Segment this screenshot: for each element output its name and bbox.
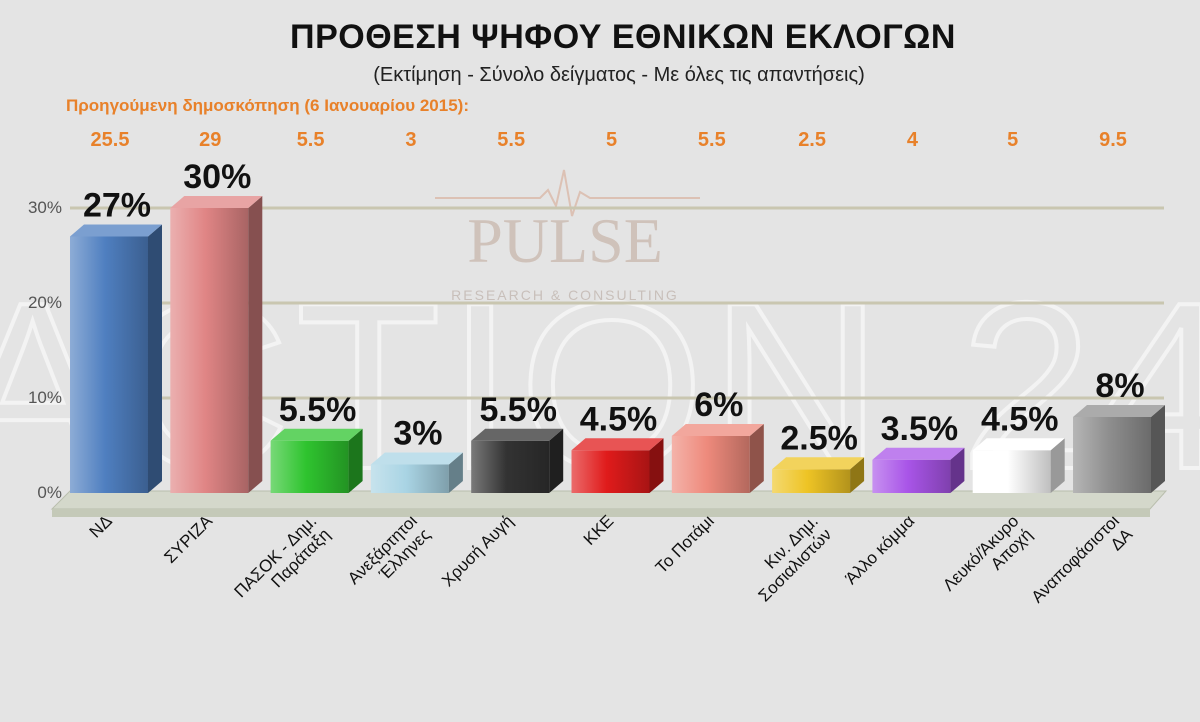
bar-top — [170, 196, 263, 208]
category-label: Το Ποτάμι — [652, 511, 718, 577]
value-label: 5.5% — [279, 391, 357, 429]
category-label: ΑνεξάρτητοιΈλληνες — [344, 511, 434, 601]
bar-top — [772, 457, 865, 470]
bar-side — [850, 457, 865, 493]
y-tick-label: 20% — [28, 293, 62, 312]
value-label: 4.5% — [580, 400, 658, 438]
chart-title: ΠΡΟΘΕΣΗ ΨΗΦΟΥ ΕΘΝΙΚΩΝ ΕΚΛΟΓΩΝ — [290, 18, 956, 56]
bar-front — [370, 464, 449, 493]
bars — [70, 196, 1165, 493]
watermark-brand: PULSE — [467, 205, 663, 276]
previous-value: 25.5 — [91, 129, 130, 151]
previous-values: 25.5 29 5.5 3 5.5 5 5.5 2.5 4 5 9.5 — [91, 129, 1127, 151]
watermark-pulse-line — [435, 169, 700, 217]
bar-side — [248, 196, 263, 493]
bar-side — [749, 424, 764, 493]
bar-front — [170, 208, 249, 493]
previous-poll-label: Προηγούμενη δημοσκόπηση (6 Ιανουαρίου 20… — [66, 96, 469, 115]
value-label: 4.5% — [981, 400, 1059, 438]
bar-top — [270, 428, 363, 441]
category-label: ΣΥΡΙΖΑ — [161, 511, 217, 567]
bar-top — [571, 438, 664, 451]
value-labels: 27% 30% 5.5% 3% 5.5% 4.5% 6% 2.5% 3.5% 4.5% 8% — [83, 158, 1145, 457]
y-tick-label: 30% — [28, 198, 62, 217]
previous-value: 5.5 — [497, 129, 525, 151]
watermark-tagline: RESEARCH & CONSULTING — [451, 287, 679, 303]
previous-value: 5.5 — [698, 129, 726, 151]
previous-value: 5 — [1007, 129, 1018, 151]
bar-top — [671, 424, 764, 436]
category-label: ΠΑΣΟΚ - Δημ.Παράταξη — [230, 511, 333, 614]
bar-top — [471, 428, 564, 441]
bar-front — [671, 436, 750, 493]
bar-side — [448, 452, 463, 493]
bar-top — [972, 438, 1065, 451]
y-axis: 0% 10% 20% 30% — [28, 198, 62, 502]
bar-top — [1073, 405, 1165, 417]
y-tick-label: 10% — [28, 388, 62, 407]
bar-side — [348, 428, 363, 493]
floor-top — [50, 490, 1168, 510]
value-label: 5.5% — [479, 391, 557, 429]
category-label: Λευκό/ΆκυροΑποχή — [939, 511, 1036, 608]
category-label: Χρυσή Αυγή — [438, 511, 517, 590]
previous-value: 9.5 — [1099, 129, 1127, 151]
value-label: 8% — [1095, 367, 1144, 405]
value-label: 2.5% — [780, 419, 858, 457]
bar-top — [872, 447, 965, 460]
value-label: 3.5% — [881, 410, 959, 448]
category-label: Κιν. Δημ.Σοσιαλιστών — [741, 511, 835, 605]
previous-value: 4 — [907, 129, 919, 151]
previous-value: 3 — [405, 129, 416, 151]
bar-front — [571, 450, 650, 493]
bar-top — [370, 452, 463, 465]
chart-floor — [50, 490, 1168, 517]
bar-front — [471, 440, 550, 493]
bar-side — [950, 447, 965, 493]
bar-side — [649, 438, 664, 493]
value-label: 3% — [393, 415, 442, 453]
previous-value: 5 — [606, 129, 617, 151]
category-labels: ΝΔ ΣΥΡΙΖΑ ΠΑΣΟΚ - Δημ.Παράταξη ΑνεξάρτητοιΈ… — [86, 511, 1137, 620]
value-label: 30% — [183, 158, 251, 196]
previous-value: 29 — [199, 129, 221, 151]
value-label: 27% — [83, 187, 151, 225]
bar-front — [70, 236, 148, 493]
floor-front — [52, 509, 1150, 517]
bar-front — [772, 469, 851, 493]
bar-side — [1151, 405, 1165, 493]
bar-front — [1073, 417, 1151, 493]
category-label: Άλλο κόμμα — [842, 511, 919, 588]
bar-top — [70, 224, 162, 237]
category-label: ΑναποφάσιστοιΔΑ — [1028, 511, 1137, 620]
bar-front — [270, 440, 349, 493]
previous-value: 5.5 — [297, 129, 325, 151]
bar-front — [972, 450, 1051, 493]
bar-side — [148, 224, 162, 493]
chart-subtitle: (Εκτίμηση - Σύνολο δείγματος - Με όλες τ… — [373, 64, 865, 86]
previous-value: 2.5 — [798, 129, 826, 151]
bar-front — [872, 459, 951, 493]
y-tick-label: 0% — [37, 483, 62, 502]
value-label: 6% — [694, 386, 743, 424]
bar-side — [549, 428, 564, 493]
bar-side — [1050, 438, 1065, 493]
